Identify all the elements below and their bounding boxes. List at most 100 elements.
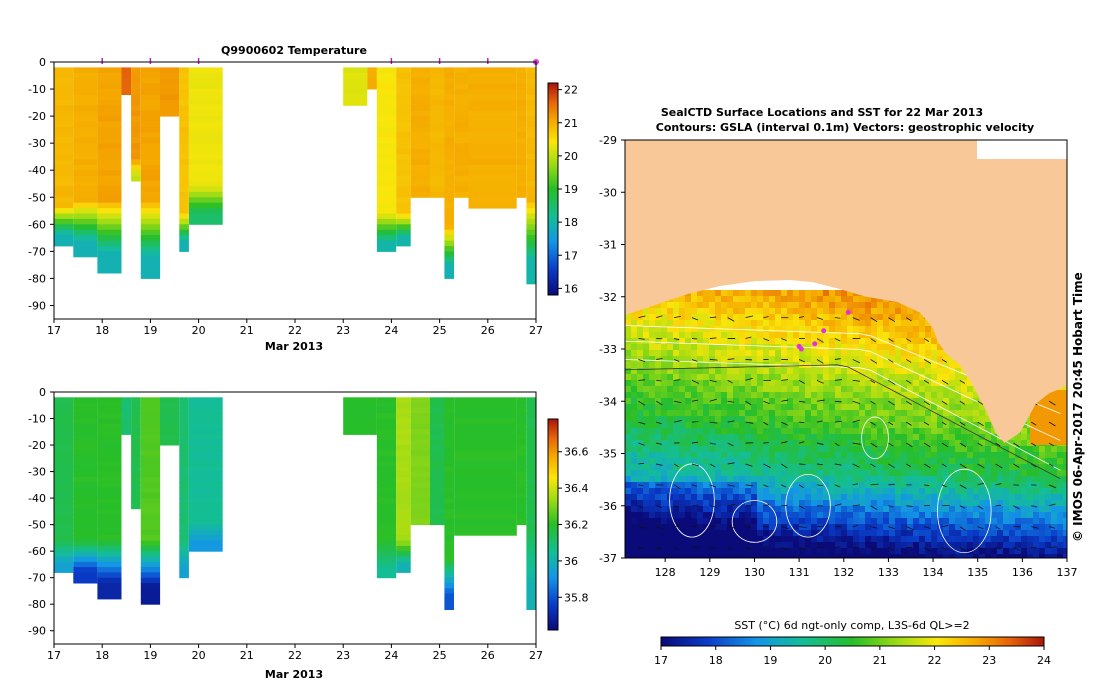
sst-pixel xyxy=(793,290,800,297)
sst-pixel xyxy=(685,464,692,471)
sst-pixel xyxy=(901,410,908,417)
colorbar-step xyxy=(548,202,558,204)
sst-pixel xyxy=(907,524,914,531)
sst-pixel xyxy=(1003,470,1010,477)
sst-pixel xyxy=(697,554,704,558)
sst-pixel xyxy=(631,416,638,423)
sst-pixel xyxy=(817,398,824,405)
sst-pixel xyxy=(907,554,914,558)
sst-pixel xyxy=(853,302,860,309)
sst-pixel xyxy=(751,416,758,423)
sst-pixel xyxy=(763,338,770,345)
sst-pixel xyxy=(1051,470,1058,477)
sst-pixel xyxy=(925,386,932,393)
colorbar-step xyxy=(548,176,558,178)
sst-pixel xyxy=(895,542,902,549)
sst-pixel xyxy=(793,506,800,513)
sst-pixel xyxy=(931,494,938,501)
sst-pixel xyxy=(943,428,950,435)
sst-pixel xyxy=(673,476,680,483)
sst-pixel xyxy=(781,512,788,519)
sst-pixel xyxy=(673,356,680,363)
colorbar-step xyxy=(548,291,558,293)
sst-pixel xyxy=(805,446,812,453)
sst-pixel xyxy=(763,416,770,423)
sst-pixel xyxy=(655,422,662,429)
sst-pixel xyxy=(799,374,806,381)
x-tick-label: 19 xyxy=(143,324,157,337)
sst-pixel xyxy=(961,554,968,558)
sst-pixel xyxy=(991,482,998,489)
sst-pixel xyxy=(973,422,980,429)
sal-profile-cell xyxy=(396,450,411,457)
temp-profile-cell xyxy=(140,94,161,101)
sst-pixel xyxy=(871,314,878,321)
temp-profile-cell xyxy=(516,116,527,122)
colorbar-step xyxy=(548,589,558,591)
sst-pixel xyxy=(625,362,632,369)
sst-pixel xyxy=(847,296,854,303)
temp-profile-cell xyxy=(396,235,411,241)
velocity-vector xyxy=(691,379,699,384)
colorbar-step xyxy=(548,577,558,579)
colorbar-step xyxy=(548,477,558,479)
sal-profile-cell xyxy=(73,402,98,409)
sal-profile-cell xyxy=(444,593,454,600)
sst-pixel xyxy=(775,500,782,507)
colorbar-step xyxy=(548,436,558,438)
sst-pixel xyxy=(799,518,806,525)
colorbar-step xyxy=(548,540,558,542)
temp-profile-cell xyxy=(444,99,454,106)
colorbar-step xyxy=(548,218,558,220)
sst-pixel xyxy=(703,290,710,297)
sst-pixel xyxy=(823,356,830,363)
sst-pixel xyxy=(625,536,632,543)
velocity-vector xyxy=(745,336,752,339)
colorbar-step xyxy=(548,100,558,102)
colorbar-step xyxy=(548,556,558,558)
sst-pixel xyxy=(865,506,872,513)
sst-pixel xyxy=(769,530,776,537)
sst-pixel xyxy=(895,554,902,558)
sst-pixel xyxy=(763,428,770,435)
colorbar-step xyxy=(548,524,558,526)
sst-pixel xyxy=(979,440,986,447)
sst-pixel xyxy=(631,548,638,555)
sst-pixel xyxy=(775,332,782,339)
sst-pixel xyxy=(817,554,824,558)
sst-pixel xyxy=(649,338,656,345)
sst-pixel xyxy=(709,290,716,297)
colorbar-step xyxy=(548,536,558,538)
colorbar-step xyxy=(548,260,558,262)
sst-pixel xyxy=(775,524,782,531)
sst-pixel xyxy=(883,338,890,345)
sst-pixel xyxy=(967,464,974,471)
sst-pixel xyxy=(853,320,860,327)
sst-pixel xyxy=(847,512,854,519)
sst-pixel xyxy=(739,446,746,453)
sst-pixel xyxy=(937,446,944,453)
sst-pixel xyxy=(877,362,884,369)
sst-pixel xyxy=(1003,530,1010,537)
sst-pixel xyxy=(745,338,752,345)
colorbar-step xyxy=(548,261,558,263)
sst-pixel xyxy=(769,488,776,495)
colorbar-step xyxy=(548,618,558,620)
temp-profile-cell xyxy=(140,110,161,117)
sst-pixel xyxy=(697,362,704,369)
sst-pixel xyxy=(961,518,968,525)
sst-pixel xyxy=(631,398,638,405)
sal-profile-cell xyxy=(97,482,122,488)
sst-pixel xyxy=(691,368,698,375)
colorbar-step xyxy=(548,281,558,283)
sst-pixel xyxy=(703,320,710,327)
sst-pixel xyxy=(973,488,980,495)
sst-pixel xyxy=(703,308,710,315)
temp-profile-cell xyxy=(54,67,74,74)
sal-profile-cell xyxy=(97,593,122,600)
sal-profile-cell xyxy=(454,514,517,520)
sal-profile-cell xyxy=(73,567,98,573)
sst-pixel xyxy=(775,494,782,501)
temp-profile-cell xyxy=(343,72,368,79)
sal-profile-cell xyxy=(376,455,397,462)
